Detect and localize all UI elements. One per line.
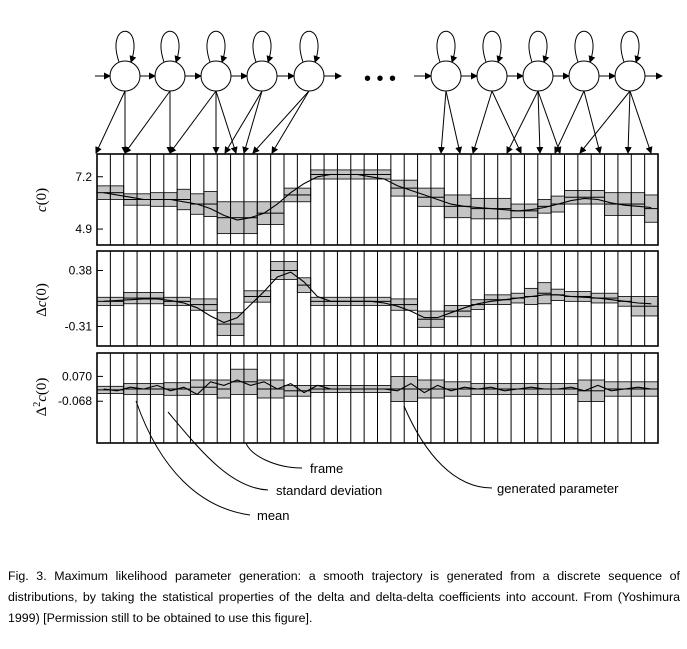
generated-trajectory: [103, 379, 652, 396]
emission-arrow: [583, 90, 602, 154]
emission-arrow: [624, 90, 632, 154]
annotation-leader-line: [135, 400, 251, 516]
panel-border: [96, 250, 659, 347]
hmm-state: [154, 60, 186, 92]
self-loop-arrow: [115, 30, 137, 63]
self-loop-arrow: [482, 30, 504, 63]
emission-arrow: [491, 90, 522, 154]
emission-arrow: [224, 90, 263, 154]
hmm-state: [109, 60, 141, 92]
emission-arrow: [537, 90, 562, 154]
tick-label: 7.2: [75, 170, 92, 184]
tick-label: -0.068: [58, 394, 92, 408]
panel-c: 7.2 4.9 c(0): [34, 153, 659, 246]
standard-deviation-label: standard deviation: [276, 483, 382, 498]
self-loop-arrow: [252, 30, 274, 63]
hmm-state: [476, 60, 508, 92]
hmm-state: [568, 60, 600, 92]
hmm-state: [200, 60, 232, 92]
emission-arrow: [242, 90, 263, 154]
emission-arrow: [252, 90, 310, 154]
hmm-state: [522, 60, 554, 92]
emission-arrow: [271, 90, 310, 154]
tick-label: 4.9: [75, 222, 92, 236]
emission-arrow: [579, 90, 631, 154]
tick-label: -0.31: [65, 320, 93, 334]
hmm-state: [430, 60, 462, 92]
hmm-state: [246, 60, 278, 92]
emission-arrow: [506, 90, 539, 154]
panel-border: [96, 352, 659, 444]
mlpg-figure: • • • 7.2 4.9 c(0) 0.38 -0.31 Δc(0) 0.070 -0.06…: [32, 30, 663, 523]
ellipsis-dots: • • •: [364, 68, 396, 90]
y-axis-label: Δ2c(0): [32, 378, 50, 417]
emission-arrow: [169, 90, 217, 154]
annotation-leader-line: [167, 411, 269, 491]
y-axis-label: Δc(0): [34, 283, 50, 317]
hmm-state: [614, 60, 646, 92]
annotation-leader-line: [245, 442, 303, 469]
parameter-panels: 7.2 4.9 c(0) 0.38 -0.31 Δc(0) 0.070 -0.068 Δ2c(0…: [32, 153, 659, 444]
annotation-leader-line: [403, 405, 493, 489]
panel-ddc: 0.070 -0.068 Δ2c(0): [32, 352, 659, 444]
mean-label: mean: [257, 508, 290, 523]
self-loop-arrow: [528, 30, 550, 63]
emission-arrow: [445, 90, 463, 154]
self-loop-arrow: [299, 30, 321, 63]
generated-parameter-label: generated parameter: [497, 481, 619, 496]
self-loop-arrow: [574, 30, 596, 63]
self-loop-arrow: [206, 30, 228, 63]
emission-arrow: [536, 90, 544, 154]
y-axis-label: c(0): [34, 188, 50, 212]
tick-label: 0.070: [62, 369, 92, 383]
emission-arrow: [554, 90, 585, 154]
hmm-state: [293, 60, 325, 92]
figure-caption: Fig. 3. Maximum likelihood parameter gen…: [8, 569, 680, 625]
tick-label: 0.38: [69, 263, 93, 277]
hmm-state-diagram: [95, 30, 663, 154]
panel-border: [96, 153, 659, 246]
emission-arrow: [471, 90, 493, 154]
generated-trajectory: [103, 173, 652, 221]
emission-arrow: [95, 90, 126, 154]
self-loop-arrow: [620, 30, 642, 63]
self-loop-arrow: [436, 30, 458, 63]
emission-arrow: [215, 90, 238, 154]
panel-dc: 0.38 -0.31 Δc(0): [34, 250, 659, 347]
generated-trajectory: [103, 271, 652, 324]
emission-arrow: [437, 90, 447, 154]
emission-arrow: [124, 90, 171, 154]
emission-arrow: [629, 90, 653, 154]
annotations: frame standard deviation mean generated …: [135, 400, 619, 523]
self-loop-arrow: [160, 30, 182, 63]
frame-label: frame: [310, 461, 343, 476]
